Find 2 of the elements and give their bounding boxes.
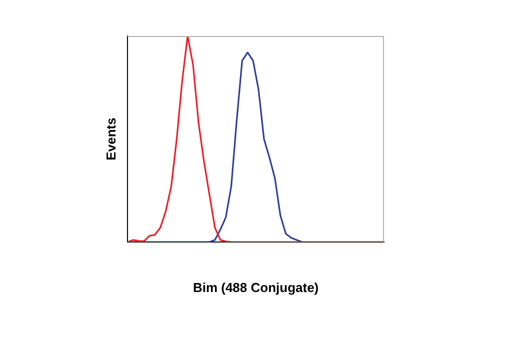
x-axis-title: Bim (488 Conjugate)	[192, 280, 319, 295]
y-axis-title: Events	[103, 118, 118, 160]
